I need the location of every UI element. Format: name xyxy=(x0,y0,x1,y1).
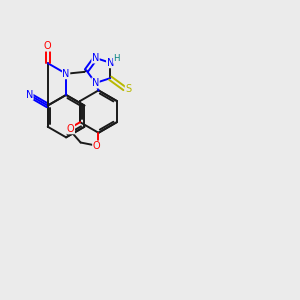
Text: N: N xyxy=(106,58,114,68)
Text: N: N xyxy=(92,78,99,88)
Text: S: S xyxy=(125,84,131,94)
Text: O: O xyxy=(44,41,52,51)
Text: N: N xyxy=(26,90,33,100)
Text: O: O xyxy=(93,141,100,151)
Text: O: O xyxy=(67,124,74,134)
Text: N: N xyxy=(62,69,70,79)
Text: N: N xyxy=(92,53,99,63)
Text: H: H xyxy=(113,54,120,63)
